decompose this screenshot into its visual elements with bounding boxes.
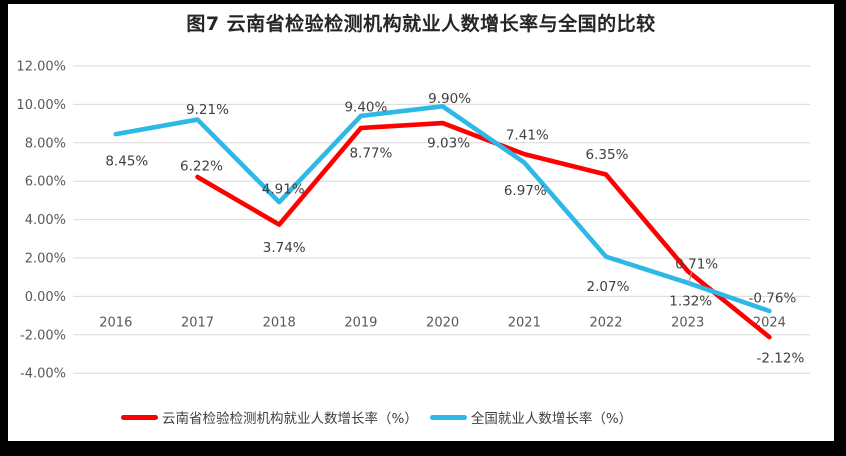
data-label: 4.91% — [262, 182, 305, 198]
chart-title: 图7 云南省检验检测机构就业人数增长率与全国的比较 — [186, 13, 656, 35]
national-series-swatch-icon — [429, 414, 467, 420]
x-axis-tick-label: 2021 — [508, 316, 541, 331]
y-axis-tick-label: 12.00% — [16, 60, 66, 75]
legend-item-yunnan: 云南省检验检测机构就业人数增长率（%） — [121, 407, 418, 427]
series-line-yunnan — [195, 120, 772, 340]
data-label: 6.22% — [180, 158, 223, 174]
y-axis-tick-label: 2.00% — [25, 252, 66, 267]
x-axis-tick-label: 2023 — [671, 316, 704, 331]
x-axis-tick-label: 2024 — [753, 316, 786, 331]
x-axis-tick-label: 2018 — [263, 316, 296, 331]
legend-item-national: 全国就业人数增长率（%） — [429, 407, 633, 427]
x-axis-tick-label: 2016 — [99, 316, 132, 331]
y-axis-tick-label: 6.00% — [25, 175, 66, 190]
y-axis-tick-label: -2.00% — [20, 328, 66, 343]
data-label: -2.12% — [757, 351, 805, 367]
x-axis-tick-label: 2017 — [181, 316, 214, 331]
data-label: 6.97% — [504, 183, 547, 199]
data-label: 7.41% — [506, 128, 549, 144]
data-label: 3.74% — [263, 240, 306, 256]
data-label: 9.90% — [428, 91, 471, 107]
data-label: -0.76% — [749, 290, 797, 306]
y-axis-tick-label: -4.00% — [20, 367, 66, 382]
data-label: 1.32% — [669, 294, 712, 310]
y-axis-tick-label: 4.00% — [25, 213, 66, 228]
data-label: 9.40% — [344, 99, 387, 115]
chart-panel — [8, 4, 834, 441]
label-leader-line — [688, 271, 693, 284]
data-label: 8.77% — [349, 146, 392, 162]
data-label: 8.45% — [105, 154, 148, 170]
y-axis-tick-label: 10.00% — [16, 98, 66, 113]
data-label: 9.21% — [186, 102, 229, 118]
x-axis-tick-label: 2022 — [589, 316, 622, 331]
series-line-national — [113, 104, 772, 314]
data-label: 2.07% — [587, 279, 630, 295]
x-axis-tick-label: 2020 — [426, 316, 459, 331]
yunnan-series-swatch-icon — [121, 414, 158, 420]
data-label: 6.35% — [586, 147, 629, 163]
legend-label-national: 全国就业人数增长率（%） — [470, 411, 633, 427]
x-axis-tick-label: 2019 — [344, 316, 377, 331]
legend-label-yunnan: 云南省检验检测机构就业人数增长率（%） — [162, 411, 418, 427]
data-label: 9.03% — [427, 136, 470, 152]
legend: 云南省检验检测机构就业人数增长率（%） 全国就业人数增长率（%） — [121, 407, 632, 427]
y-axis-tick-label: 0.00% — [25, 290, 66, 305]
y-axis-tick-label: 8.00% — [25, 136, 66, 151]
data-label: 0.71% — [675, 256, 718, 272]
